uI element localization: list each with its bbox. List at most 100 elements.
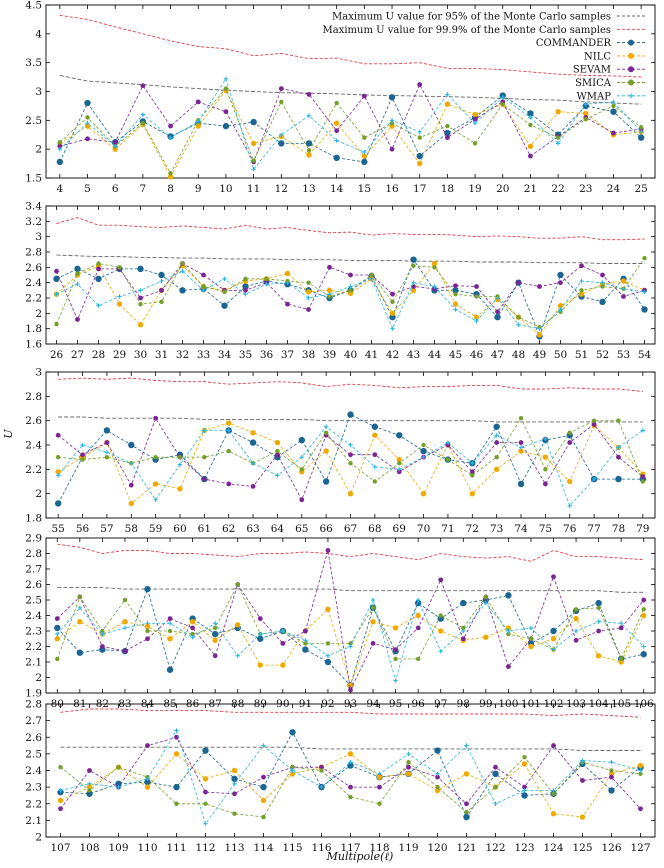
x-tick-label: 122 — [485, 842, 505, 854]
point-smica — [518, 416, 524, 421]
point-nilc — [235, 622, 241, 628]
y-tick-label: 2.5 — [25, 748, 42, 760]
point-smica — [579, 288, 584, 293]
legend-label: WMAP — [577, 91, 612, 102]
point-sevam — [348, 784, 353, 790]
point-smica — [551, 791, 556, 796]
point-sevam — [616, 454, 621, 460]
point-nilc — [389, 310, 396, 317]
point-commander — [388, 94, 396, 101]
y-tick-label: 1.8 — [25, 323, 42, 335]
point-sevam — [201, 476, 207, 482]
point-smica — [290, 764, 295, 770]
point-nilc — [274, 439, 281, 446]
point-smica — [411, 263, 416, 268]
x-tick-label: 50 — [554, 349, 567, 361]
point-nilc — [567, 478, 573, 485]
point-smica — [641, 607, 646, 612]
point-commander — [460, 599, 467, 607]
point-commander — [492, 770, 499, 778]
point-wmap — [202, 428, 207, 433]
y-tick-label: 3.4 — [25, 201, 42, 213]
point-nilc — [583, 110, 589, 117]
point-sevam — [348, 452, 353, 458]
x-tick-label: 125 — [572, 842, 592, 854]
point-smica — [600, 284, 605, 289]
point-sevam — [285, 301, 290, 307]
point-commander — [54, 500, 62, 507]
point-commander — [137, 265, 144, 273]
series-line-commander — [57, 587, 644, 687]
x-tick-label: 10 — [219, 183, 232, 195]
point-smica — [500, 101, 505, 107]
x-tick-label: 30 — [134, 349, 147, 361]
y-tick-label: 2 — [35, 144, 42, 156]
point-wmap — [145, 621, 150, 626]
point-smica — [261, 814, 266, 820]
point-smica — [325, 641, 331, 646]
point-sevam — [201, 272, 206, 278]
point-nilc — [483, 634, 489, 640]
point-nilc — [361, 153, 368, 159]
point-wmap — [621, 286, 626, 291]
point-nilc — [438, 628, 444, 634]
point-commander — [260, 783, 267, 791]
point-wmap — [483, 600, 489, 606]
point-commander — [527, 110, 534, 117]
point-smica — [232, 811, 237, 816]
x-tick-label: 64 — [271, 523, 285, 535]
x-tick-label: 38 — [302, 349, 315, 361]
point-wmap — [591, 476, 597, 482]
legend: Maximum U value for 95% of the Monte Car… — [323, 12, 645, 102]
x-tick-label: 77 — [587, 523, 600, 535]
y-tick-label: 1.8 — [25, 513, 42, 525]
y-tick-label: 2.6 — [25, 732, 42, 744]
point-commander — [84, 99, 91, 107]
point-sevam — [80, 452, 85, 458]
point-wmap — [223, 76, 229, 82]
series-line-p999 — [58, 377, 643, 392]
x-tick-label: 23 — [579, 183, 592, 195]
y-tick-label: 2.3 — [25, 626, 42, 638]
point-sevam — [195, 99, 201, 105]
y-tick-label: 2.1 — [25, 815, 42, 827]
point-commander — [222, 122, 230, 130]
x-tick-label: 123 — [514, 842, 534, 854]
point-wmap — [190, 635, 195, 640]
point-sevam — [140, 83, 146, 89]
point-sevam — [551, 574, 556, 580]
series-line-p95 — [60, 746, 641, 751]
point-sevam — [435, 774, 440, 780]
point-nilc — [463, 771, 470, 777]
point-wmap — [470, 461, 475, 466]
point-sevam — [54, 616, 60, 621]
point-sevam — [145, 636, 150, 642]
point-nilc — [306, 152, 312, 158]
point-nilc — [289, 771, 296, 777]
series-line-p95 — [59, 74, 642, 105]
y-tick-label: 2 — [35, 832, 42, 844]
x-tick-label: 61 — [198, 523, 211, 535]
point-smica — [334, 100, 339, 106]
y-tick-label: 2.4 — [25, 765, 42, 777]
point-sevam — [87, 768, 92, 773]
point-commander — [641, 306, 648, 313]
y-tick-label: 2.5 — [25, 595, 42, 607]
point-smica — [303, 641, 308, 646]
point-wmap — [583, 101, 588, 107]
legend-label: COMMANDER — [536, 38, 612, 49]
point-smica — [275, 448, 280, 454]
point-smica — [528, 636, 534, 641]
point-nilc — [137, 322, 144, 328]
series-line-p95 — [57, 587, 644, 593]
x-tick-label: 126 — [601, 842, 621, 854]
chart-panels: 1.522.533.544.54 5 6 7 8 9 10 11 12 13 14 15 16 17 18 1… — [25, 0, 656, 854]
point-smica — [453, 291, 458, 297]
point-commander — [434, 747, 441, 754]
point-smica — [180, 261, 185, 266]
point-wmap — [96, 303, 101, 308]
point-wmap — [168, 135, 173, 140]
point-commander — [76, 649, 84, 656]
point-nilc — [620, 278, 627, 284]
point-wmap — [250, 461, 256, 466]
